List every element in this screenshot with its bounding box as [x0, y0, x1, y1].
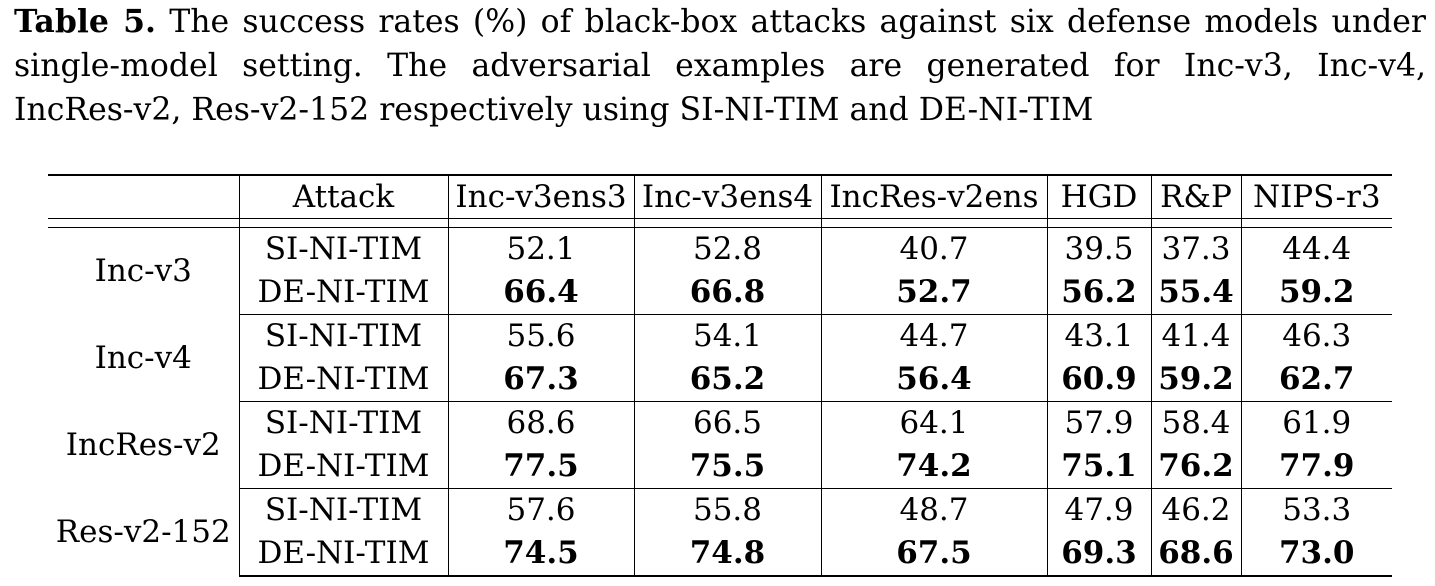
attack-name: DE-NI-TIM: [238, 358, 448, 402]
value-cell-best: 66.4: [447, 271, 634, 315]
value-cell-best: 74.5: [447, 532, 634, 577]
value-cell-best: 75.5: [633, 445, 821, 489]
header-model: [48, 174, 239, 219]
value-cell: 54.1: [633, 314, 821, 358]
header-defense-inc-v3ens4: Inc-v3ens4: [633, 174, 821, 219]
value-cell-best: 67.5: [820, 532, 1047, 577]
value-cell: 64.1: [820, 401, 1047, 445]
value-cell: 44.4: [1240, 227, 1392, 271]
attack-name: DE-NI-TIM: [238, 532, 448, 577]
value-cell-best: 75.1: [1046, 445, 1151, 489]
value-cell: 41.4: [1150, 314, 1241, 358]
header-attack: Attack: [238, 174, 448, 219]
model-name: Res-v2-152: [55, 513, 231, 550]
model-name: IncRes-v2: [65, 426, 221, 463]
value-cell-best: 73.0: [1240, 532, 1392, 577]
value-cell: 48.7: [820, 488, 1047, 532]
value-cell: 61.9: [1240, 401, 1392, 445]
value-cell-best: 65.2: [633, 358, 821, 402]
table-row: DE-NI-TIM 74.5 74.8 67.5 69.3 68.6 73.0: [48, 532, 1392, 577]
value-cell-best: 59.2: [1240, 271, 1392, 315]
table-row: Inc-v4 SI-NI-TIM 55.6 54.1 44.7 43.1 41.…: [48, 314, 1392, 376]
value-cell: 37.3: [1150, 227, 1241, 271]
value-cell-best: 59.2: [1150, 358, 1241, 402]
caption-text: The success rates (%) of black-box attac…: [14, 4, 1426, 128]
value-cell-best: 68.6: [1150, 532, 1241, 577]
value-cell-best: 69.3: [1046, 532, 1151, 577]
value-cell: 66.5: [633, 401, 821, 445]
results-table: Attack Inc-v3ens3 Inc-v3ens4 IncRes-v2en…: [48, 174, 1392, 577]
value-cell-best: 77.9: [1240, 445, 1392, 489]
value-cell-best: 74.2: [820, 445, 1047, 489]
value-cell: 46.3: [1240, 314, 1392, 358]
value-cell-best: 62.7: [1240, 358, 1392, 402]
table-row: DE-NI-TIM 67.3 65.2 56.4 60.9 59.2 62.7: [48, 358, 1392, 402]
table-row: Inc-v3 SI-NI-TIM 52.1 52.8 40.7 39.5 37.…: [48, 227, 1392, 315]
value-cell-best: 55.4: [1150, 271, 1241, 315]
caption-label: Table 5.: [14, 3, 156, 40]
value-cell: 47.9: [1046, 488, 1151, 532]
header-defense-incres-v2ens: IncRes-v2ens: [820, 174, 1047, 219]
table-row: DE-NI-TIM 66.4 66.8 52.7 56.2 55.4 59.2: [48, 271, 1392, 315]
attack-name: SI-NI-TIM: [238, 227, 448, 271]
attack-name: SI-NI-TIM: [238, 488, 448, 532]
attack-name: SI-NI-TIM: [238, 314, 448, 358]
attack-name: DE-NI-TIM: [238, 445, 448, 489]
header-defense-hgd: HGD: [1046, 174, 1151, 219]
attack-name: SI-NI-TIM: [238, 401, 448, 445]
table-caption: Table 5. The success rates (%) of black-…: [14, 0, 1426, 132]
model-name: Inc-v3: [48, 227, 239, 315]
value-cell-best: 67.3: [447, 358, 634, 402]
value-cell-best: 66.8: [633, 271, 821, 315]
value-cell: 57.9: [1046, 401, 1151, 445]
model-name: Inc-v4: [94, 339, 192, 376]
value-cell: 58.4: [1150, 401, 1241, 445]
value-cell: 46.2: [1150, 488, 1241, 532]
value-cell: 57.6: [447, 488, 634, 532]
value-cell: 55.8: [633, 488, 821, 532]
table-row: Res-v2-152 SI-NI-TIM 57.6 55.8 48.7 47.9…: [48, 488, 1392, 550]
value-cell: 52.8: [633, 227, 821, 271]
value-cell: 68.6: [447, 401, 634, 445]
header-defense-inc-v3ens3: Inc-v3ens3: [447, 174, 634, 219]
header-defense-nips-r3: NIPS-r3: [1240, 174, 1392, 219]
value-cell-best: 56.2: [1046, 271, 1151, 315]
value-cell-best: 60.9: [1046, 358, 1151, 402]
header-defense-rp: R&P: [1150, 174, 1241, 219]
value-cell: 40.7: [820, 227, 1047, 271]
value-cell-best: 76.2: [1150, 445, 1241, 489]
table-row: IncRes-v2 SI-NI-TIM 68.6 66.5 64.1 57.9 …: [48, 401, 1392, 463]
value-cell: 55.6: [447, 314, 634, 358]
value-cell-best: 74.8: [633, 532, 821, 577]
value-cell: 53.3: [1240, 488, 1392, 532]
value-cell: 44.7: [820, 314, 1047, 358]
value-cell-best: 77.5: [447, 445, 634, 489]
value-cell-best: 56.4: [820, 358, 1047, 402]
value-cell-best: 52.7: [820, 271, 1047, 315]
header-row: Attack Inc-v3ens3 Inc-v3ens4 IncRes-v2en…: [48, 174, 1392, 219]
attack-name: DE-NI-TIM: [238, 271, 448, 315]
value-cell: 39.5: [1046, 227, 1151, 271]
value-cell: 43.1: [1046, 314, 1151, 358]
value-cell: 52.1: [447, 227, 634, 271]
table-row: DE-NI-TIM 77.5 75.5 74.2 75.1 76.2 77.9: [48, 445, 1392, 489]
